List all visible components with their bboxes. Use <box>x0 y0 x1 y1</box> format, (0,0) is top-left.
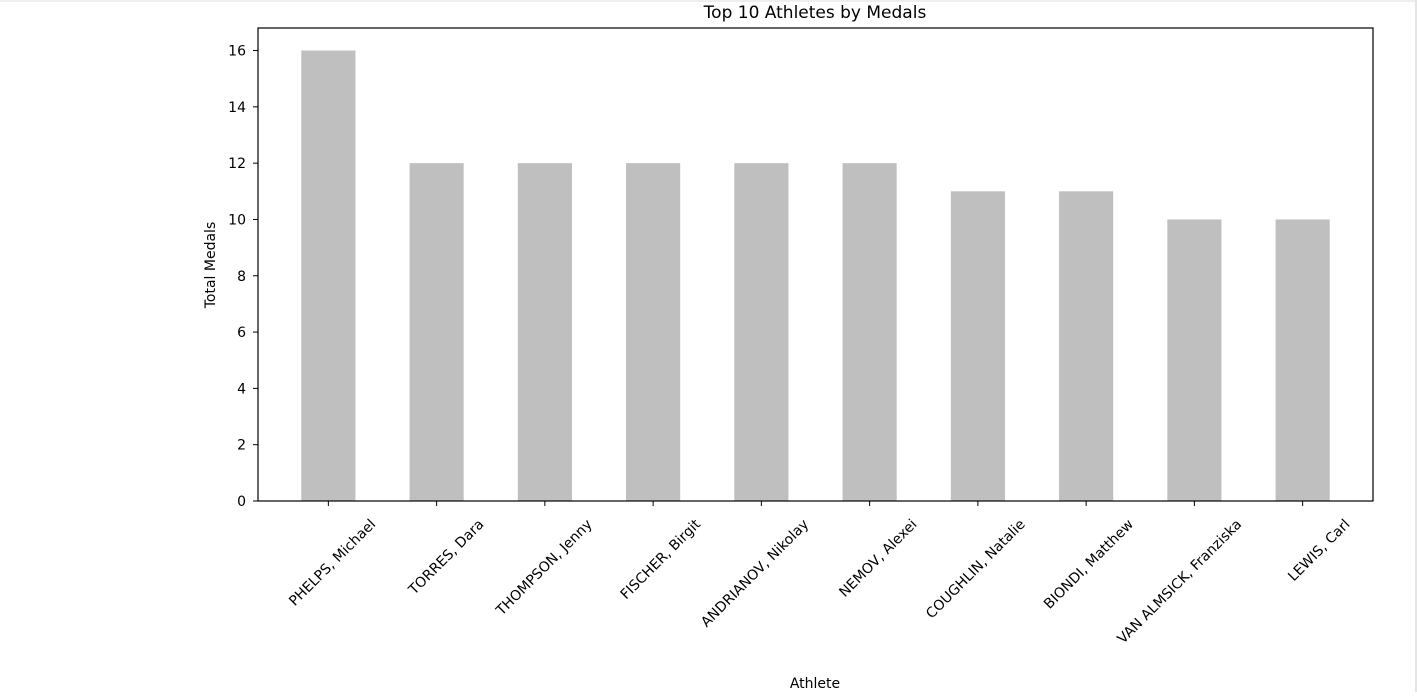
window-top-edge <box>0 0 1417 2</box>
bar-8 <box>1059 191 1114 502</box>
y-tick-label-12: 12 <box>228 156 246 172</box>
y-tick-label-6: 6 <box>237 325 246 341</box>
y-tick-label-4: 4 <box>237 381 246 397</box>
y-tick-label-2: 2 <box>237 438 246 454</box>
bar-4 <box>626 163 681 501</box>
bar-7 <box>950 191 1005 502</box>
window-scrollbar-edge <box>1415 0 1417 692</box>
bar-3 <box>517 163 572 501</box>
x-tick-label-1: PHELPS, Michael <box>286 517 379 610</box>
x-tick-label-9: VAN ALMSICK, Franziska <box>1115 517 1246 648</box>
bar-5 <box>734 163 789 501</box>
bar-1 <box>301 50 356 502</box>
bar-9 <box>1167 219 1222 501</box>
x-tick-label-5: ANDRIANOV, Nikolay <box>698 517 812 631</box>
bar-6 <box>842 163 897 501</box>
y-tick-label-10: 10 <box>228 212 246 228</box>
x-axis: PHELPS, Michael TORRES, Dara THOMPSON, Jen… <box>286 501 1353 647</box>
y-tick-label-14: 14 <box>228 100 246 116</box>
plot-frame <box>257 27 1374 502</box>
y-tick-label-0: 0 <box>237 494 246 510</box>
x-tick-label-3: THOMPSON, Jenny <box>493 517 596 620</box>
bar-2 <box>409 163 464 501</box>
chart-title: Top 10 Athletes by Medals <box>703 3 927 23</box>
y-axis: 0 2 4 6 8 10 12 14 16 <box>228 44 258 510</box>
bars-group <box>301 50 1330 502</box>
x-tick-label-7: COUGHLIN, Natalie <box>923 517 1029 623</box>
x-tick-label-6: NEMOV, Alexei <box>836 517 920 601</box>
x-tick-label-10: LEWIS, Carl <box>1285 517 1353 585</box>
x-axis-label: Athlete <box>790 676 840 692</box>
x-tick-label-4: FISCHER, Birgit <box>618 516 705 603</box>
x-tick-label-8: BIONDI, Matthew <box>1041 517 1137 613</box>
y-tick-label-8: 8 <box>237 269 246 285</box>
x-tick-label-2: TORRES, Dara <box>405 517 487 599</box>
y-axis-label: Total Medals <box>203 222 219 310</box>
bar-10 <box>1275 219 1330 501</box>
y-tick-label-16: 16 <box>228 44 246 60</box>
